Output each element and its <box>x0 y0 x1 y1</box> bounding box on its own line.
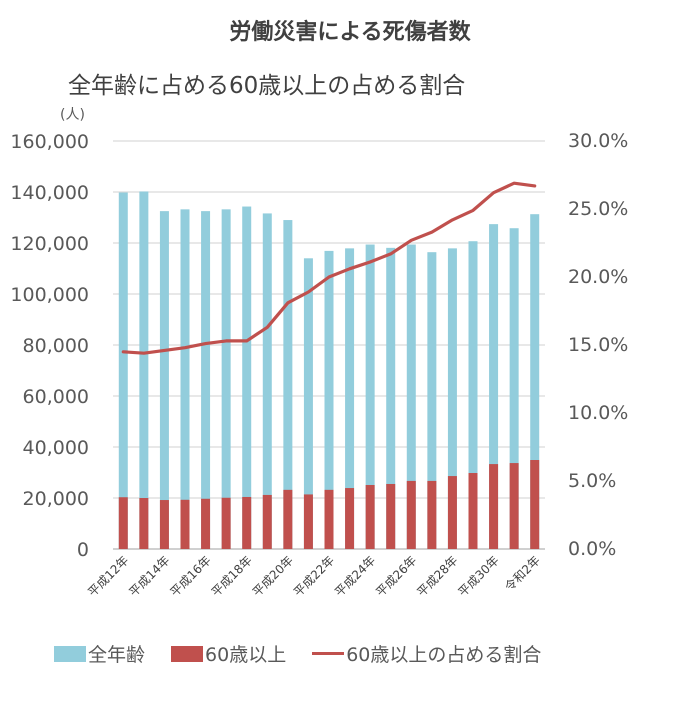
bar-all-ages <box>303 258 313 549</box>
legend: 全年齢 60歳以上 60歳以上の占める割合 <box>54 640 567 667</box>
bar-60-plus <box>180 499 190 549</box>
x-tick-label: 平成24年 <box>332 553 378 599</box>
bar-60-plus <box>201 498 211 549</box>
y-left-tick-label: 20,000 <box>23 488 89 510</box>
chart-subtitle: 全年齢に占める60歳以上の占める割合 <box>68 73 466 99</box>
chart-title: 労働災害による死傷者数 <box>229 20 471 45</box>
bar-60-plus <box>509 463 519 549</box>
bar-all-ages <box>468 241 478 549</box>
bar-60-plus <box>365 484 375 549</box>
bar-60-plus <box>406 480 416 549</box>
bar-60-plus <box>221 497 231 549</box>
y-right-tick-label: 0.0% <box>568 538 616 560</box>
y-left-tick-label: 80,000 <box>23 335 89 357</box>
legend-item-60-plus: 60歳以上 <box>171 640 286 667</box>
y-axis-unit-label: (人) <box>60 107 85 123</box>
bar-all-ages <box>386 247 396 549</box>
x-tick-label: 平成20年 <box>250 553 296 599</box>
x-tick-label: 平成12年 <box>85 553 131 599</box>
ratio-line-group <box>121 181 537 355</box>
legend-item-all-ages: 全年齢 <box>54 640 145 667</box>
y-left-tick-label: 100,000 <box>10 284 89 306</box>
bars-60-plus <box>118 460 540 549</box>
legend-label-all-ages: 全年齢 <box>88 644 146 666</box>
y-left-tick-label: 120,000 <box>10 233 89 255</box>
legend-swatch-all-ages <box>54 645 86 662</box>
bar-60-plus <box>447 476 457 549</box>
bar-60-plus <box>118 497 128 549</box>
legend-label-ratio: 60歳以上の占める割合 <box>346 644 542 666</box>
bar-all-ages <box>324 250 334 549</box>
legend-swatch-60-plus <box>171 645 204 662</box>
bar-60-plus <box>139 498 149 549</box>
bar-all-ages <box>283 220 293 550</box>
bar-60-plus <box>262 494 272 549</box>
bar-all-ages <box>139 191 149 550</box>
legend-label-60-plus: 60歳以上 <box>205 644 287 666</box>
bar-60-plus <box>468 473 478 549</box>
bar-all-ages <box>180 209 190 549</box>
bar-all-ages <box>509 228 519 549</box>
bar-all-ages <box>159 211 169 549</box>
x-axis-labels: 平成12年平成14年平成16年平成18年平成20年平成22年平成24年平成26年… <box>85 553 543 600</box>
x-tick-label: 平成26年 <box>373 553 419 599</box>
bar-60-plus <box>303 494 313 549</box>
bar-60-plus <box>489 464 499 549</box>
chart-plot: 0 20,000 40,000 60,000 80,000 100,000 120,000 1… <box>10 130 628 600</box>
bar-60-plus <box>283 489 293 549</box>
x-tick-label: 平成22年 <box>291 553 337 599</box>
legend-item-ratio: 60歳以上の占める割合 <box>312 640 541 667</box>
bar-all-ages <box>530 214 540 549</box>
x-tick-label: 平成18年 <box>209 553 255 599</box>
bar-60-plus <box>427 480 437 549</box>
bar-60-plus <box>530 460 540 549</box>
bar-all-ages <box>345 248 355 550</box>
x-tick-label: 平成30年 <box>456 553 502 599</box>
bar-all-ages <box>489 224 499 549</box>
y-right-tick-label: 25.0% <box>568 198 628 220</box>
bar-all-ages <box>201 211 211 549</box>
bar-all-ages <box>447 248 457 550</box>
bars-all-ages <box>118 191 540 550</box>
y-axis-right-ticks: 0.0% 5.0% 10.0% 15.0% 20.0% 25.0% 30.0% <box>568 130 628 560</box>
y-left-tick-label: 60,000 <box>23 386 89 408</box>
x-tick-label: 平成28年 <box>414 553 460 599</box>
y-left-tick-label: 40,000 <box>23 437 89 459</box>
bar-60-plus <box>386 483 396 549</box>
y-right-tick-label: 20.0% <box>568 266 628 288</box>
bar-all-ages <box>365 244 375 549</box>
y-axis-left-ticks: 0 20,000 40,000 60,000 80,000 100,000 120,000 1… <box>10 131 89 561</box>
bar-all-ages <box>406 244 416 549</box>
bar-all-ages <box>221 209 231 549</box>
bar-all-ages <box>118 192 128 549</box>
y-left-tick-label: 140,000 <box>10 182 89 204</box>
x-tick-label: 平成16年 <box>168 553 214 599</box>
y-right-tick-label: 10.0% <box>568 402 628 424</box>
bar-60-plus <box>345 488 355 549</box>
y-right-tick-label: 30.0% <box>568 130 628 152</box>
bar-60-plus <box>159 500 169 549</box>
x-tick-label: 平成14年 <box>126 553 172 599</box>
y-left-tick-label: 0 <box>77 539 89 561</box>
bar-all-ages <box>427 252 437 549</box>
bar-all-ages <box>262 213 272 550</box>
bar-60-plus <box>324 489 334 549</box>
bar-60-plus <box>242 496 252 549</box>
bar-all-ages <box>242 206 252 549</box>
legend-swatch-ratio-line <box>312 652 345 655</box>
x-tick-label: 令和2年 <box>501 553 542 594</box>
y-right-tick-label: 5.0% <box>568 470 616 492</box>
y-right-tick-label: 15.0% <box>568 334 628 356</box>
y-left-tick-label: 160,000 <box>10 131 89 153</box>
